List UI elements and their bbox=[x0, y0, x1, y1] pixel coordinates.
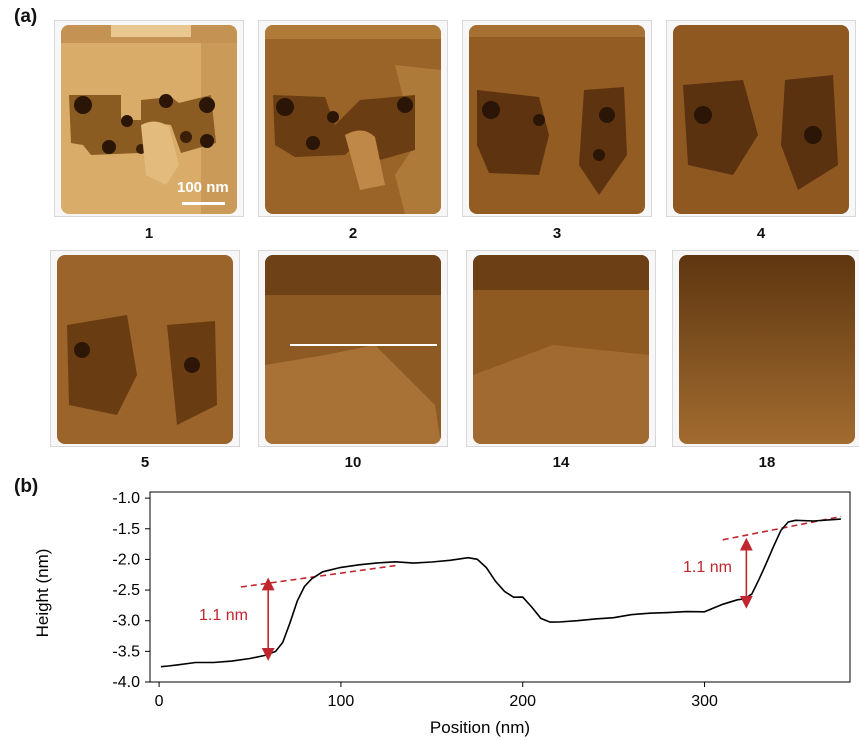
x-tick-label: 100 bbox=[328, 693, 355, 710]
frame-number-14: 14 bbox=[552, 454, 570, 471]
frame-number-4: 4 bbox=[756, 225, 766, 242]
afm-frame-2 bbox=[258, 20, 448, 217]
scale-bar bbox=[182, 202, 225, 205]
frame-number-2: 2 bbox=[348, 225, 358, 242]
y-tick-label: -1.5 bbox=[112, 521, 140, 538]
panel-b-label: (b) bbox=[14, 476, 39, 497]
afm-frame-10 bbox=[258, 250, 448, 447]
afm-frame-3 bbox=[462, 20, 652, 217]
frame-number-10: 10 bbox=[344, 454, 362, 471]
afm-frame-18 bbox=[672, 250, 859, 447]
x-tick-label: 300 bbox=[691, 693, 718, 710]
afm-image-14 bbox=[473, 255, 649, 444]
frame-number-18: 18 bbox=[758, 454, 776, 471]
y-tick-label: -1.0 bbox=[112, 490, 140, 507]
y-tick-label: -3.0 bbox=[112, 613, 140, 630]
afm-image-5 bbox=[57, 255, 233, 444]
afm-image-4 bbox=[673, 25, 849, 214]
afm-frame-5 bbox=[50, 250, 240, 447]
frame-number-3: 3 bbox=[552, 225, 562, 242]
scale-bar-label: 100 nm bbox=[177, 179, 229, 196]
y-tick-label: -3.5 bbox=[112, 643, 140, 660]
series-line bbox=[160, 518, 841, 668]
afm-image-2 bbox=[265, 25, 441, 214]
plot-frame bbox=[149, 491, 851, 683]
afm-frame-1: 100 nm bbox=[54, 20, 244, 217]
guide-line bbox=[240, 564, 396, 588]
x-tick-label: 0 bbox=[155, 693, 164, 710]
height-profile-chart: 0 100 200 300 -1.0 -1.5 -2.0 -2.5 -3.0 -3.5 -4.0 1… bbox=[33, 490, 851, 737]
y-tick-label: -2.0 bbox=[112, 551, 140, 568]
afm-frame-14 bbox=[466, 250, 656, 447]
y-tick-label: -4.0 bbox=[112, 674, 140, 691]
annotation-right: 1.1 nm bbox=[683, 559, 732, 576]
y-tick-label: -2.5 bbox=[112, 582, 140, 599]
afm-frame-4 bbox=[666, 20, 856, 217]
afm-image-18 bbox=[679, 255, 855, 444]
annotation-left: 1.1 nm bbox=[199, 607, 248, 624]
frame-number-1: 1 bbox=[144, 225, 154, 242]
afm-image-3 bbox=[469, 25, 645, 214]
frame-number-5: 5 bbox=[140, 454, 150, 471]
panel-a-label: (a) bbox=[14, 6, 38, 27]
afm-image-10 bbox=[265, 255, 441, 444]
y-axis-label: Height (nm) bbox=[33, 549, 52, 638]
x-axis-label: Position (nm) bbox=[430, 718, 530, 737]
afm-image-1 bbox=[61, 25, 237, 214]
x-tick-label: 200 bbox=[509, 693, 536, 710]
